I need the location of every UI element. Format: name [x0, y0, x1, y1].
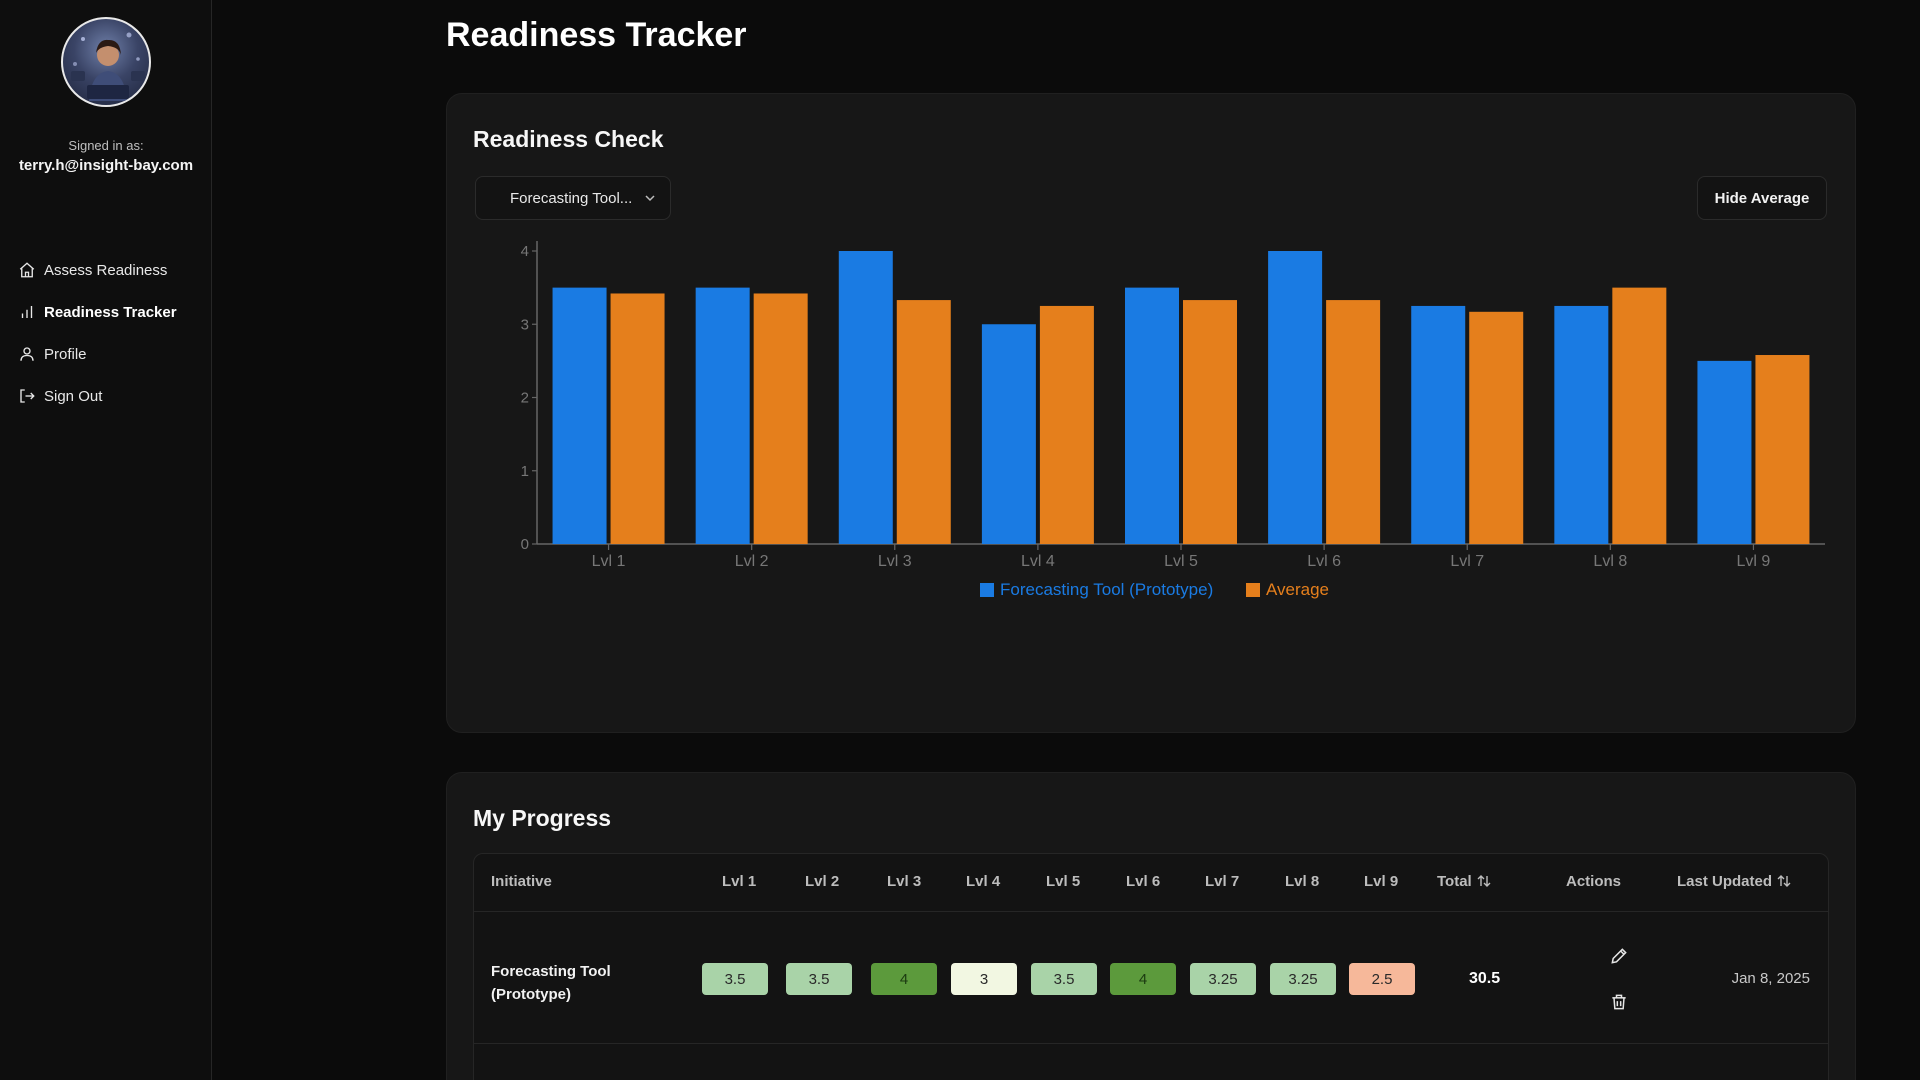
- bar-average-3: [896, 300, 951, 544]
- hide-average-button[interactable]: Hide Average: [1697, 176, 1827, 220]
- home-icon: [19, 262, 35, 278]
- avatar-image: [71, 32, 145, 101]
- last-updated-date: Jan 8, 2025: [1731, 970, 1810, 987]
- bar-average-5: [1183, 300, 1237, 544]
- score-pill-lvl-1: 3.5: [702, 963, 768, 995]
- y-tick-label: 4: [521, 243, 529, 260]
- sidebar: Signed in as: terry.h@insight-bay.com As…: [0, 0, 212, 1080]
- user-icon: [20, 347, 34, 361]
- x-tick-label: Lvl 2: [735, 553, 769, 570]
- x-tick-label: Lvl 8: [1593, 553, 1627, 570]
- nav-item-label: Sign Out: [44, 387, 103, 405]
- bar-average-9: [1755, 355, 1810, 544]
- bar-average-7: [1469, 311, 1524, 544]
- header-lvl-1: Lvl 1: [722, 873, 757, 890]
- legend-label: Forecasting Tool (Prototype): [1000, 580, 1213, 599]
- y-tick-label: 2: [521, 390, 529, 407]
- nav-item-sign-out[interactable]: Sign Out: [18, 375, 177, 417]
- bar-prototype-6: [1268, 251, 1323, 544]
- y-tick-label: 3: [521, 316, 529, 333]
- y-tick-label: 1: [521, 463, 529, 480]
- bar-average-1: [610, 293, 665, 544]
- header-lvl-3: Lvl 3: [887, 873, 922, 890]
- header-last-updated[interactable]: Last Updated: [1677, 873, 1792, 890]
- sign-out-icon: [20, 389, 35, 403]
- chevron-down-icon: [645, 195, 655, 202]
- header-lvl-5: Lvl 5: [1046, 873, 1081, 890]
- header-lvl-9: Lvl 9: [1364, 873, 1399, 890]
- x-tick-label: Lvl 7: [1450, 553, 1484, 570]
- score-pill-lvl-7: 3.25: [1190, 963, 1256, 995]
- bar-prototype-2: [695, 287, 750, 544]
- header-total[interactable]: Total: [1437, 873, 1492, 890]
- x-tick-label: Lvl 9: [1737, 553, 1771, 570]
- bar-prototype-5: [1125, 287, 1179, 544]
- signed-in-label: Signed in as:: [68, 138, 144, 153]
- legend-swatch: [980, 583, 994, 597]
- nav-item-assess-readiness[interactable]: Assess Readiness: [18, 249, 177, 291]
- x-tick-label: Lvl 1: [592, 553, 626, 570]
- y-tick-label: 0: [521, 536, 529, 553]
- readiness-check-title: Readiness Check: [473, 126, 664, 152]
- nav-item-profile[interactable]: Profile: [18, 333, 177, 375]
- nav-item-label: Assess Readiness: [44, 261, 168, 279]
- legend-swatch: [1246, 583, 1260, 597]
- score-pill-lvl-8: 3.25: [1270, 963, 1336, 995]
- bar-prototype-3: [838, 251, 893, 544]
- nav-item-readiness-tracker[interactable]: Readiness Tracker: [18, 291, 177, 333]
- initiative-select[interactable]: Forecasting Tool...: [475, 176, 671, 220]
- header-last-updated-label: Last Updated: [1677, 873, 1773, 890]
- user-email: terry.h@insight-bay.com: [18, 157, 194, 174]
- score-pill-lvl-5: 3.5: [1031, 963, 1097, 995]
- bar-prototype-1: [552, 287, 607, 544]
- legend-label: Average: [1266, 580, 1329, 599]
- readiness-bar-chart: 0 1 2 3 4 Lvl 1 Lvl 2 Lvl 3 Lvl 4 Lvl 5 Lvl 6 Lvl 7…: [521, 241, 1825, 599]
- sort-icon: [1777, 875, 1791, 887]
- score-pill-lvl-2: 3.5: [786, 963, 852, 995]
- bar-average-6: [1326, 300, 1381, 544]
- avatar[interactable]: [61, 17, 151, 107]
- total-value: 30.5: [1469, 970, 1501, 987]
- header-lvl-7: Lvl 7: [1205, 873, 1240, 890]
- score-pill-lvl-3: 4: [871, 963, 937, 995]
- header-lvl-4: Lvl 4: [966, 873, 1001, 890]
- nav-item-label: Readiness Tracker: [44, 303, 177, 321]
- header-lvl-6: Lvl 6: [1126, 873, 1161, 890]
- page-title: Readiness Tracker: [446, 16, 747, 54]
- x-tick-label: Lvl 4: [1021, 553, 1055, 570]
- sort-icon: [1477, 875, 1491, 887]
- initiative-name: Forecasting Tool (Prototype): [491, 963, 611, 1003]
- x-tick-label: Lvl 3: [878, 553, 912, 570]
- header-initiative: Initiative: [491, 873, 552, 890]
- bar-prototype-9: [1697, 360, 1752, 544]
- x-tick-label: Lvl 5: [1164, 553, 1198, 570]
- bar-average-8: [1612, 287, 1667, 544]
- my-progress-card: My Progress Initiative Lvl 1 Lvl 2 Lvl 3…: [446, 772, 1856, 1080]
- edit-icon[interactable]: [1609, 946, 1629, 966]
- table-header: Initiative Lvl 1 Lvl 2 Lvl 3 Lvl 4 Lvl 5…: [474, 854, 1828, 912]
- bar-average-4: [1039, 305, 1094, 544]
- bar-chart-icon: [21, 306, 33, 318]
- initiative-select-value: Forecasting Tool...: [510, 189, 633, 207]
- x-tick-label: Lvl 6: [1307, 553, 1341, 570]
- readiness-check-card: Readiness Check Forecasting Tool... Hide…: [446, 93, 1856, 733]
- delete-icon[interactable]: [1609, 992, 1629, 1012]
- bar-average-2: [753, 293, 808, 544]
- score-pill-lvl-9: 2.5: [1349, 963, 1415, 995]
- header-total-label: Total: [1437, 873, 1472, 890]
- my-progress-title: My Progress: [473, 805, 612, 831]
- header-lvl-2: Lvl 2: [805, 873, 840, 890]
- header-actions: Actions: [1566, 873, 1622, 890]
- nav-item-label: Profile: [44, 345, 87, 363]
- score-pill-lvl-6: 4: [1110, 963, 1176, 995]
- sidebar-nav: Assess Readiness Readiness Tracker Profi…: [18, 249, 177, 417]
- header-lvl-8: Lvl 8: [1285, 873, 1320, 890]
- bar-prototype-7: [1411, 305, 1466, 544]
- table-row: Forecasting Tool (Prototype) 3.5 3.5 4 3…: [474, 912, 1828, 1044]
- bar-prototype-4: [981, 324, 1036, 544]
- bar-prototype-8: [1554, 305, 1609, 544]
- score-pill-lvl-4: 3: [951, 963, 1017, 995]
- progress-table: Initiative Lvl 1 Lvl 2 Lvl 3 Lvl 4 Lvl 5…: [473, 853, 1829, 1080]
